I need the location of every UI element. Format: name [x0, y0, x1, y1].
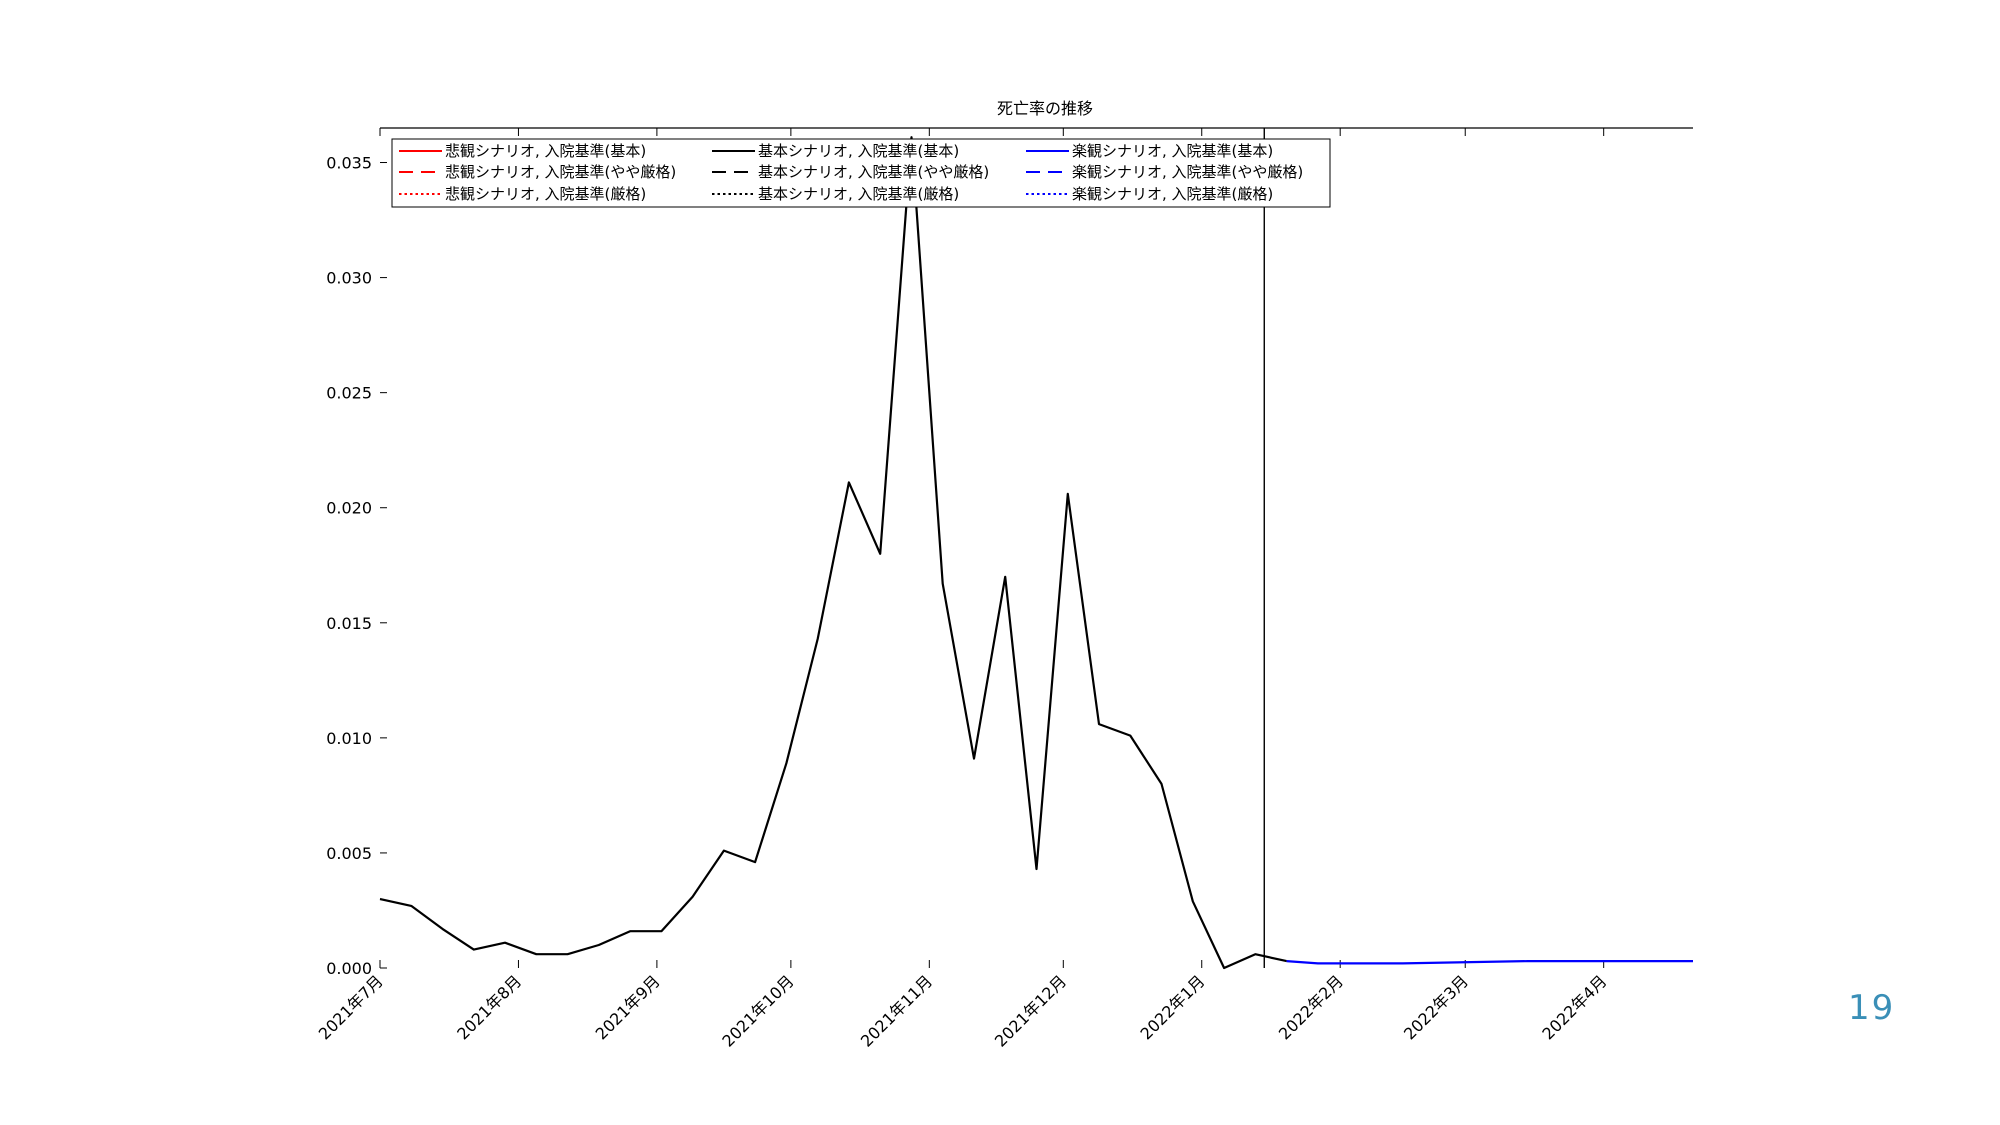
legend: 悲観シナリオ, 入院基準(基本) 悲観シナリオ, 入院基準(やや厳格) 悲観シナリオ… — [391, 138, 1331, 208]
x-axis: 2021年7月 2021年8月 2021年9月 2021年10月 2021年11月 202… — [315, 128, 1611, 1051]
legend-label: 悲観シナリオ, 入院基準(厳格) — [445, 185, 646, 203]
x-tick-label: 2022年4月 — [1538, 971, 1610, 1043]
y-tick-label: 0.010 — [326, 729, 372, 748]
legend-label: 悲観シナリオ, 入院基準(やや厳格) — [445, 163, 676, 181]
legend-label: 楽観シナリオ, 入院基準(やや厳格) — [1072, 163, 1303, 181]
y-tick-label: 0.020 — [326, 499, 372, 518]
legend-label: 基本シナリオ, 入院基準(厳格) — [758, 185, 959, 203]
series-line-1 — [1286, 959, 1693, 965]
x-tick-label: 2021年11月 — [857, 971, 936, 1050]
chart-title: 死亡率の推移 — [997, 99, 1093, 118]
x-tick-label: 2022年2月 — [1275, 971, 1347, 1043]
y-tick-label: 0.030 — [326, 269, 372, 288]
y-tick-label: 0.025 — [326, 384, 372, 403]
x-tick-label: 2022年1月 — [1137, 971, 1209, 1043]
series-line-0 — [379, 136, 1287, 970]
legend-label: 楽観シナリオ, 入院基準(基本) — [1072, 142, 1273, 160]
y-axis: 0.000 0.005 0.010 0.015 0.020 0.025 0.030 0.035 — [326, 154, 387, 978]
series-lines — [379, 136, 1693, 970]
y-tick-label: 0.005 — [326, 844, 372, 863]
x-tick-label: 2021年8月 — [453, 971, 525, 1043]
page-number: 19 — [1848, 988, 1896, 1028]
y-tick-label: 0.015 — [326, 614, 372, 633]
x-tick-label: 2022年3月 — [1400, 971, 1472, 1043]
x-tick-label: 2021年10月 — [718, 971, 797, 1050]
legend-label: 楽観シナリオ, 入院基準(厳格) — [1072, 185, 1273, 203]
y-tick-label: 0.035 — [326, 154, 372, 173]
legend-label: 基本シナリオ, 入院基準(やや厳格) — [758, 163, 989, 181]
legend-box — [391, 138, 1331, 208]
x-tick-label: 2021年12月 — [991, 971, 1070, 1050]
x-tick-label: 2021年7月 — [315, 971, 387, 1043]
legend-label: 基本シナリオ, 入院基準(基本) — [758, 142, 959, 160]
legend-label: 悲観シナリオ, 入院基準(基本) — [445, 142, 646, 160]
x-tick-label: 2021年9月 — [592, 971, 664, 1043]
y-tick-label: 0.000 — [326, 959, 372, 978]
